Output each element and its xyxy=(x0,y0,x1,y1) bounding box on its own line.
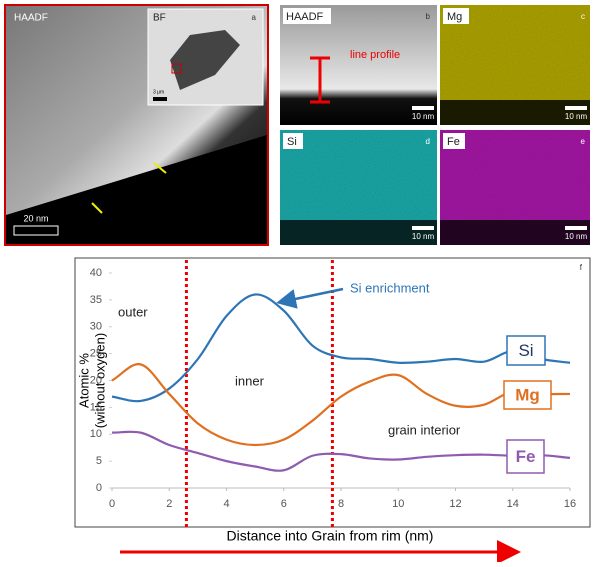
panel-a: HAADF 20 nm BF a 3 μm xyxy=(5,5,268,245)
panel-label: Si xyxy=(287,136,297,148)
panel-label: Mg xyxy=(447,11,462,23)
y-tick-label: 10 xyxy=(90,428,102,440)
x-tick-label: 6 xyxy=(281,498,287,510)
scale-label: 3 μm xyxy=(153,89,164,95)
scale-label: 20 nm xyxy=(23,213,48,223)
scale-bar xyxy=(14,226,58,235)
scale-label: 10 nm xyxy=(565,232,588,241)
y-tick-label: 5 xyxy=(96,455,102,467)
y-tick-label: 30 xyxy=(90,321,102,333)
panel-e: Fe e 10 nm xyxy=(440,130,590,245)
scale-label: 10 nm xyxy=(565,112,588,121)
scale-label: 10 nm xyxy=(412,232,435,241)
scale-bar xyxy=(412,226,434,230)
y-tick-label: 40 xyxy=(90,267,102,279)
panel-letter: b xyxy=(426,12,431,21)
panel-c: Mg c 10 nm xyxy=(440,5,590,125)
y-tick-label: 0 xyxy=(96,482,102,494)
y-tick-label: 20 xyxy=(90,374,102,386)
annotation: Si enrichment xyxy=(350,280,430,295)
y-tick-label: 35 xyxy=(90,294,102,306)
panel-letter: c xyxy=(581,12,585,21)
figure: HAADF 20 nm BF a 3 μm HAADF b line profi… xyxy=(0,0,596,562)
panel-label: HAADF xyxy=(14,13,48,24)
annotation: line profile xyxy=(350,49,400,61)
annotation: outer xyxy=(118,304,148,319)
panel-letter: e xyxy=(581,137,586,146)
panel-letter: d xyxy=(426,137,430,146)
x-tick-label: 16 xyxy=(564,498,576,510)
legend-label: Fe xyxy=(516,447,536,466)
panel-letter: a xyxy=(252,13,257,22)
panel-label: Fe xyxy=(447,136,460,148)
scale-bar xyxy=(565,226,587,230)
x-tick-label: 12 xyxy=(449,498,461,510)
x-axis-label: Distance into Grain from rim (nm) xyxy=(227,528,434,544)
legend-label: Mg xyxy=(515,385,540,404)
scale-label: 10 nm xyxy=(412,112,435,121)
y-tick-label: 25 xyxy=(90,348,102,360)
x-tick-label: 0 xyxy=(109,498,115,510)
scale-bar xyxy=(565,106,587,110)
panel-d: Si d 10 nm xyxy=(280,130,437,245)
scale-bar xyxy=(412,106,434,110)
scale-bar xyxy=(153,97,167,101)
noise xyxy=(280,130,437,220)
legend-label: Si xyxy=(518,341,533,360)
x-tick-label: 2 xyxy=(166,498,172,510)
x-tick-label: 14 xyxy=(507,498,519,510)
panel-b: HAADF b line profile 10 nm xyxy=(280,5,437,125)
inset-label: BF xyxy=(153,13,166,24)
x-tick-label: 8 xyxy=(338,498,344,510)
x-tick-label: 4 xyxy=(223,498,229,510)
y-tick-label: 15 xyxy=(90,401,102,413)
annotation: inner xyxy=(235,373,265,388)
x-tick-label: 10 xyxy=(392,498,404,510)
annotation: grain interior xyxy=(388,422,461,437)
panel-label: HAADF xyxy=(286,11,324,23)
